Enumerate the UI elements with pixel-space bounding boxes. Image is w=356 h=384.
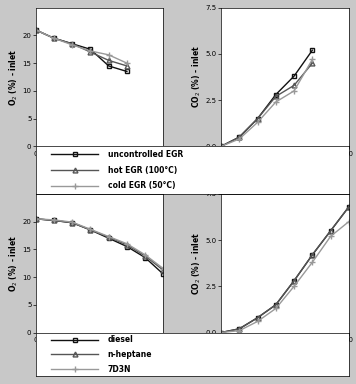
Text: diesel: diesel [108,335,134,344]
Text: n-heptane: n-heptane [108,350,152,359]
Text: 7D3N: 7D3N [108,364,131,374]
Text: cold EGR (50°C): cold EGR (50°C) [108,181,175,190]
X-axis label: EGR-rate (%): EGR-rate (%) [72,158,127,167]
Y-axis label: O$_2$ (%) - inlet: O$_2$ (%) - inlet [7,235,20,292]
Y-axis label: CO$_2$ (%) - inlet: CO$_2$ (%) - inlet [190,46,203,108]
X-axis label: EGR-rate (%): EGR-rate (%) [257,158,313,167]
Y-axis label: O$_2$ (%) - inlet: O$_2$ (%) - inlet [7,48,20,106]
X-axis label: EGR-rate (%): EGR-rate (%) [72,344,127,353]
Y-axis label: CO$_2$ (%) - inlet: CO$_2$ (%) - inlet [190,232,203,295]
Text: uncontrolled EGR: uncontrolled EGR [108,150,183,159]
Text: hot EGR (100°C): hot EGR (100°C) [108,166,177,175]
X-axis label: EGR-rate (%): EGR-rate (%) [257,344,313,353]
